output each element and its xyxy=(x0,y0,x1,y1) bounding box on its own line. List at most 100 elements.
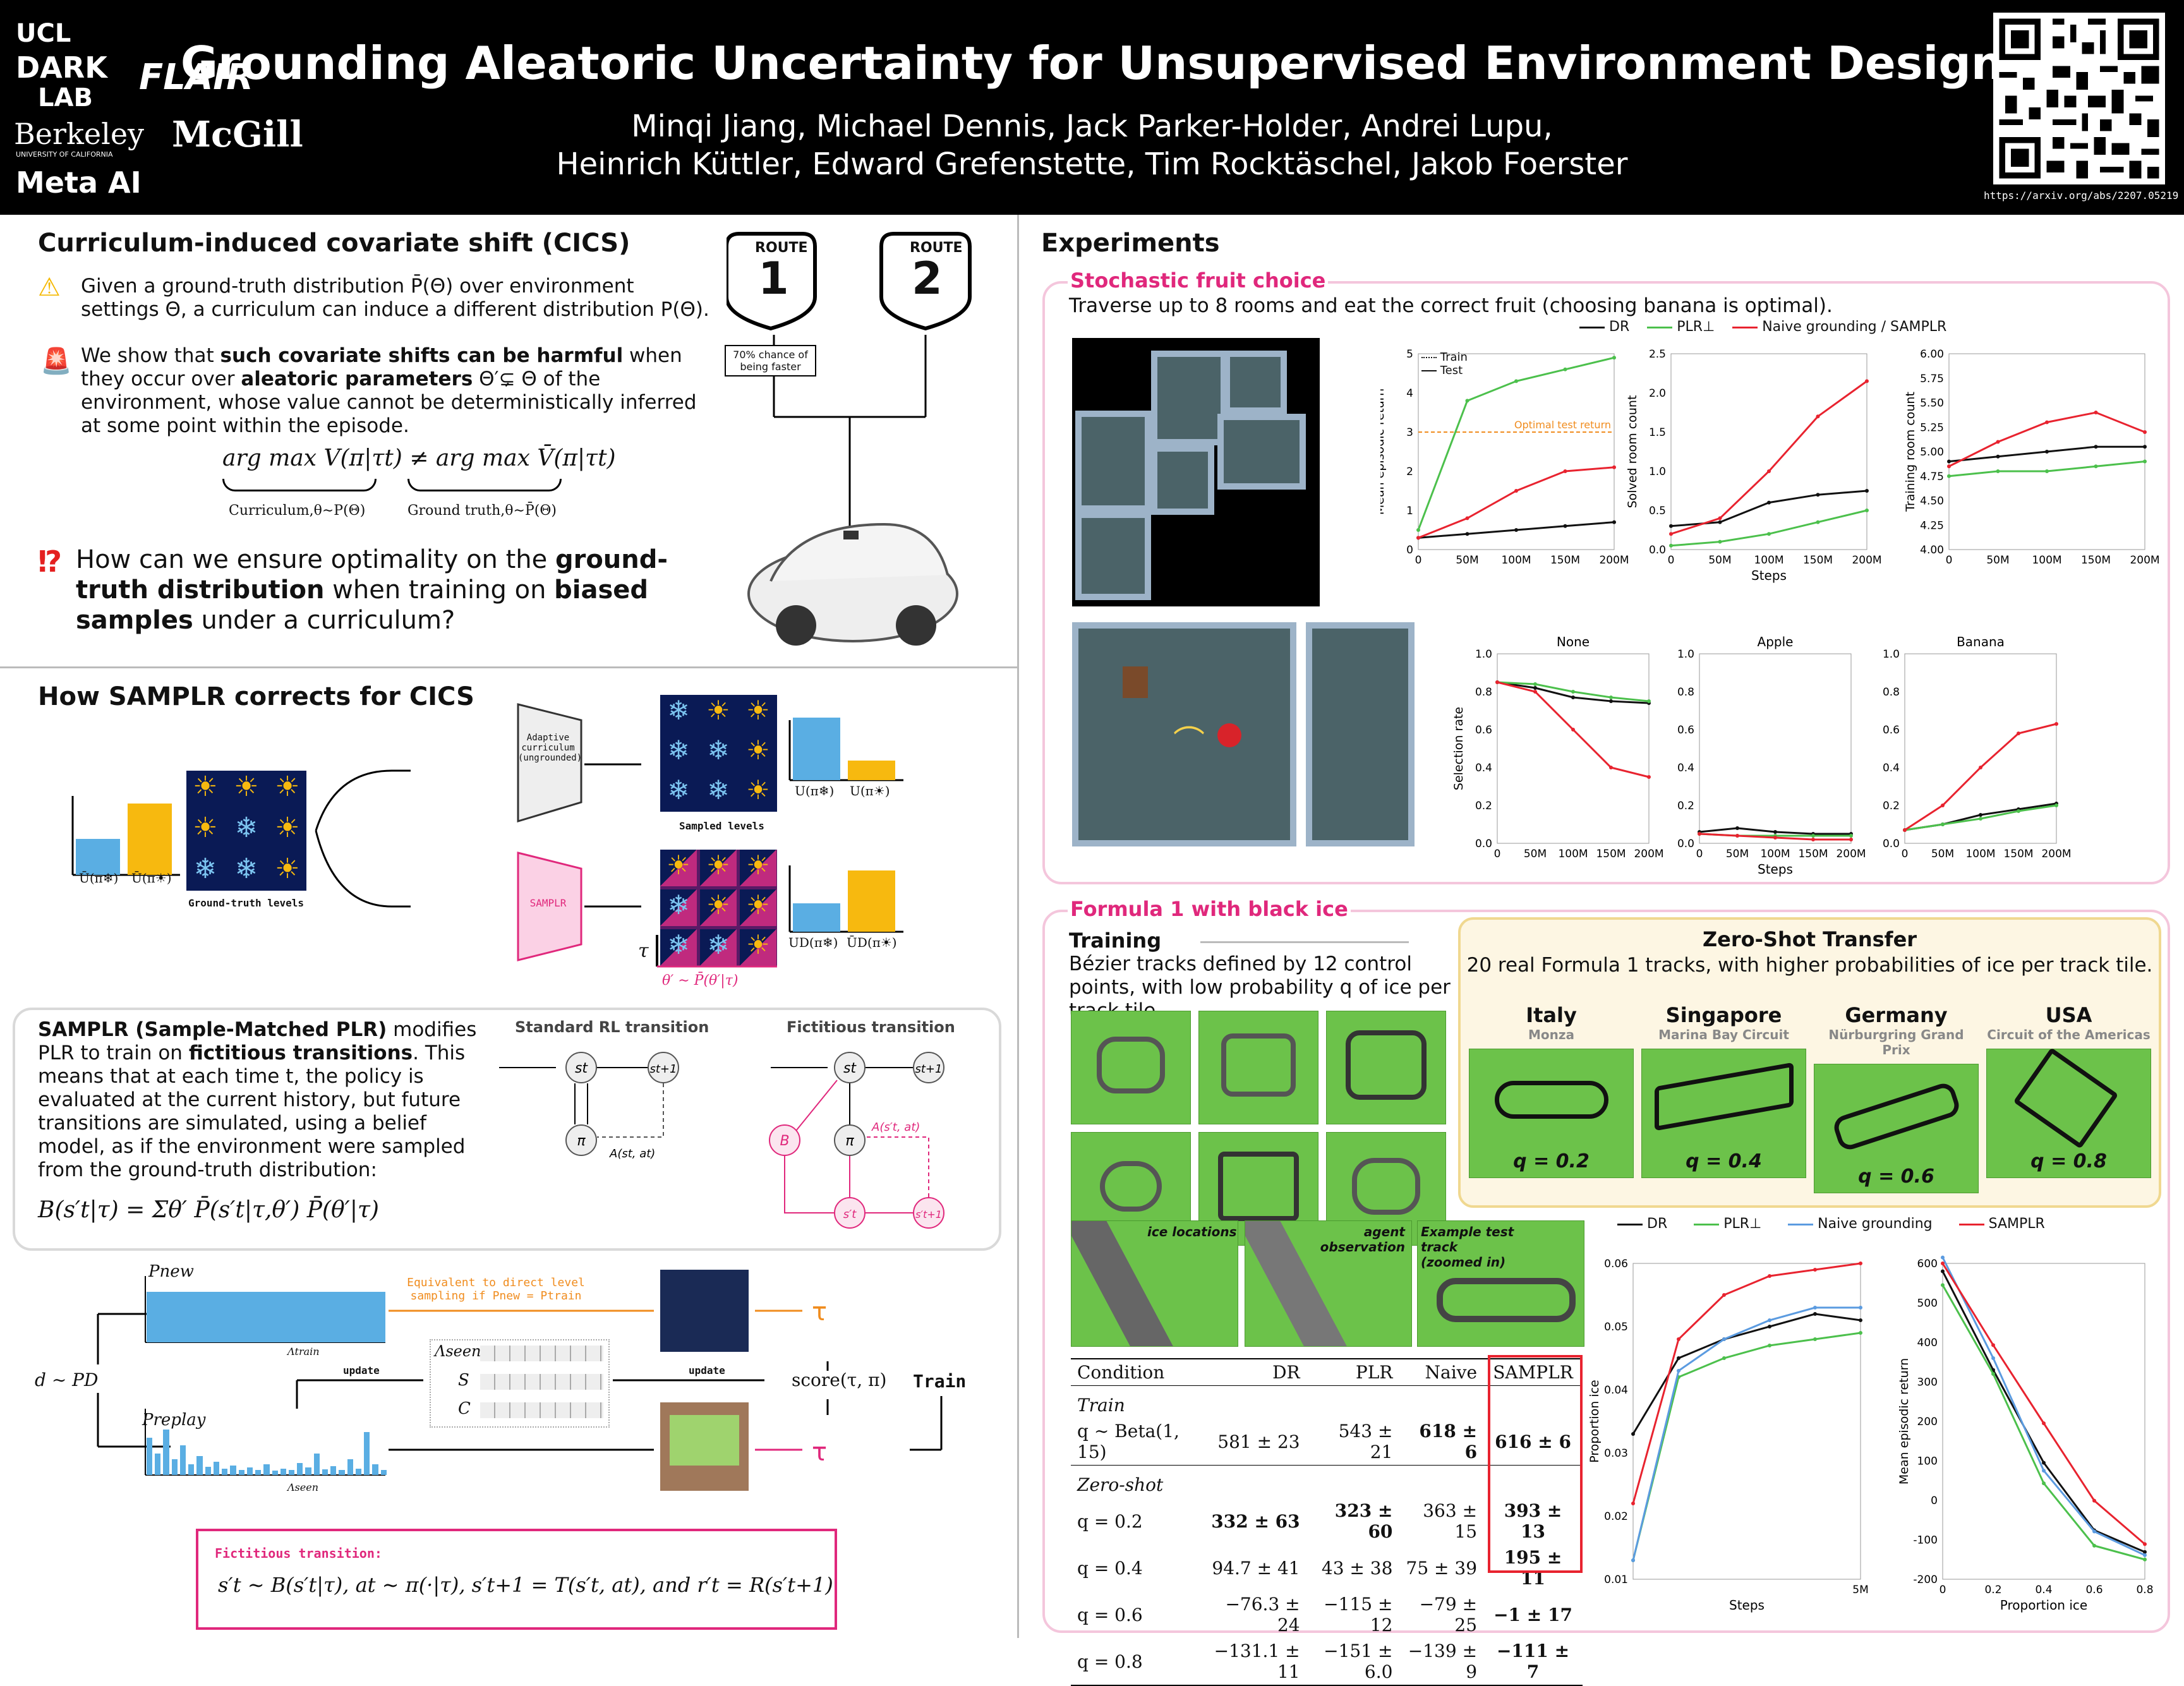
data-point xyxy=(2092,1529,2096,1534)
data-point xyxy=(1816,520,1820,524)
data-point xyxy=(1941,1261,1945,1265)
sampled-level-grid: ❄ ☀ ☀ ❄ ❄ ☀ ❄ ❄ ☀ xyxy=(660,695,777,811)
y-axis-label: Mean episodic return xyxy=(1380,388,1387,515)
y-tick-label: 0.2 xyxy=(1677,800,1694,812)
sun-icon: ☀ xyxy=(660,850,697,886)
sun-icon: ☀ xyxy=(740,889,776,926)
track-sub: Nürburgring Grand Prix xyxy=(1828,1027,1964,1057)
cics-para-2: We show that such covariate shifts can b… xyxy=(81,344,697,437)
sun-icon: ☀ xyxy=(700,889,737,926)
fruit-heading: Stochastic fruit choice xyxy=(1068,268,1329,292)
y-tick-label: 4 xyxy=(1406,387,1413,400)
series-line xyxy=(1670,490,1867,527)
data-point xyxy=(1722,1337,1726,1341)
training-track xyxy=(1326,1011,1446,1124)
cics-heading: Curriculum-induced covariate shift (CICS… xyxy=(38,229,630,258)
d-pd-label: d ∼ PD xyxy=(35,1370,99,1390)
series-line xyxy=(1941,1256,2145,1557)
sun-icon: ☀ xyxy=(700,850,737,886)
track-card-singapore: Singapore Marina Bay Circuit q = 0.4 xyxy=(1641,1003,1806,1193)
series-line xyxy=(1632,1332,1861,1561)
y-tick-label: 5 xyxy=(1406,348,1413,361)
dark-logo: DARK xyxy=(16,51,107,85)
y-tick-label: 300 xyxy=(1917,1376,1938,1389)
data-point xyxy=(1416,528,1420,532)
data-point xyxy=(1941,822,1945,826)
x-tick-label: 100M xyxy=(1558,848,1588,860)
x-tick-label: 0 xyxy=(1940,1584,1946,1596)
theta-prime-label: θ′ ∼ P̄(θ′|τ) xyxy=(662,973,739,989)
x-tick-label: 200M xyxy=(1599,554,1629,567)
data-point xyxy=(1722,1356,1726,1360)
x-tick-label: 200M xyxy=(1836,848,1866,860)
x-tick-label: 50M xyxy=(1931,848,1954,860)
x-tick-label: 0.4 xyxy=(2035,1584,2052,1596)
y-tick-label: 4.25 xyxy=(1920,519,1944,532)
y-tick-label: 0.8 xyxy=(1677,686,1694,699)
data-point xyxy=(1677,1337,1680,1341)
snowflake-icon: ❄ xyxy=(660,889,697,926)
series-line xyxy=(1632,1313,1861,1435)
data-point xyxy=(2042,1460,2046,1465)
train-label[interactable]: Train xyxy=(913,1371,967,1392)
sun-icon: ☀ xyxy=(268,853,306,891)
data-point xyxy=(1903,828,1907,832)
track-image: q = 0.8 xyxy=(1986,1047,2151,1178)
x-tick-label: 50M xyxy=(1524,848,1547,860)
data-point xyxy=(1991,1372,1995,1376)
data-point xyxy=(2094,411,2098,414)
plot-frame xyxy=(1670,353,1867,550)
eq-sub-curriculum: Curriculum,θ∼P(Θ) xyxy=(229,503,366,519)
y-tick-label: 0.0 xyxy=(1649,544,1666,557)
route-diagram xyxy=(727,232,972,646)
x-tick-label: 150M xyxy=(1596,848,1626,860)
buffer-box xyxy=(430,1339,610,1428)
data-point xyxy=(1996,454,2000,459)
data-point xyxy=(1859,1306,1862,1310)
arxiv-url[interactable]: https://arxiv.org/abs/2207.05219 xyxy=(1984,190,2179,202)
zero-shot-heading: Zero-Shot Transfer xyxy=(1702,927,1917,951)
snowflake-icon: ❄ xyxy=(700,735,737,771)
svg-text:st+1: st+1 xyxy=(915,1063,943,1076)
data-point xyxy=(2143,430,2147,434)
sun-icon: ☀ xyxy=(740,850,776,886)
y-tick-label: 0.03 xyxy=(1604,1447,1628,1460)
y-tick-label: 0.6 xyxy=(1677,724,1694,737)
data-point xyxy=(1811,834,1815,838)
sun-icon: ☀ xyxy=(740,774,776,811)
tau-label: τ xyxy=(638,940,649,962)
series-line xyxy=(1948,445,2145,462)
data-point xyxy=(1816,493,1820,497)
mcgill-logo: McGill xyxy=(172,114,303,155)
y-tick-label: 0.4 xyxy=(1475,762,1492,774)
data-point xyxy=(1465,532,1469,536)
data-point xyxy=(1813,1268,1817,1272)
svg-text:st+1: st+1 xyxy=(650,1063,677,1076)
data-point xyxy=(2143,459,2147,464)
data-point xyxy=(2094,445,2098,449)
y-tick-label: 4.75 xyxy=(1920,471,1944,483)
y-tick-label: 3 xyxy=(1406,426,1413,439)
training-heading: Training xyxy=(1069,929,1162,953)
samplr-column-highlight xyxy=(1488,1355,1583,1573)
y-tick-label: 0.01 xyxy=(1604,1574,1628,1586)
belief-equation: B(s′t|τ) = Σθ′ P̄(s′t|τ,θ′) P̄(θ′|τ) xyxy=(38,1197,379,1223)
x-tick-label: 50M xyxy=(1456,554,1478,567)
data-point xyxy=(2092,1543,2096,1548)
fictitious-transition-label: Fictitious transition xyxy=(787,1018,955,1036)
fruit-room-image-1: ⌒ xyxy=(1072,622,1296,846)
qr-code-icon[interactable] xyxy=(1993,13,2165,184)
data-point xyxy=(1816,414,1820,419)
snowflake-icon: ❄ xyxy=(660,735,697,771)
data-point xyxy=(1669,524,1673,528)
x-tick-label: 0 xyxy=(1668,554,1675,567)
y-axis-label: Training room count xyxy=(1903,392,1917,512)
svg-text:τ: τ xyxy=(812,1438,827,1467)
svg-text:π: π xyxy=(577,1133,586,1149)
zero-shot-description: 20 real Formula 1 tracks, with higher pr… xyxy=(1466,954,2153,977)
data-point xyxy=(2143,1550,2147,1554)
y-tick-label: 500 xyxy=(1917,1298,1938,1310)
data-point xyxy=(1941,1269,1945,1274)
plot-frame xyxy=(1497,653,1650,844)
plot-frame xyxy=(1948,353,2145,550)
